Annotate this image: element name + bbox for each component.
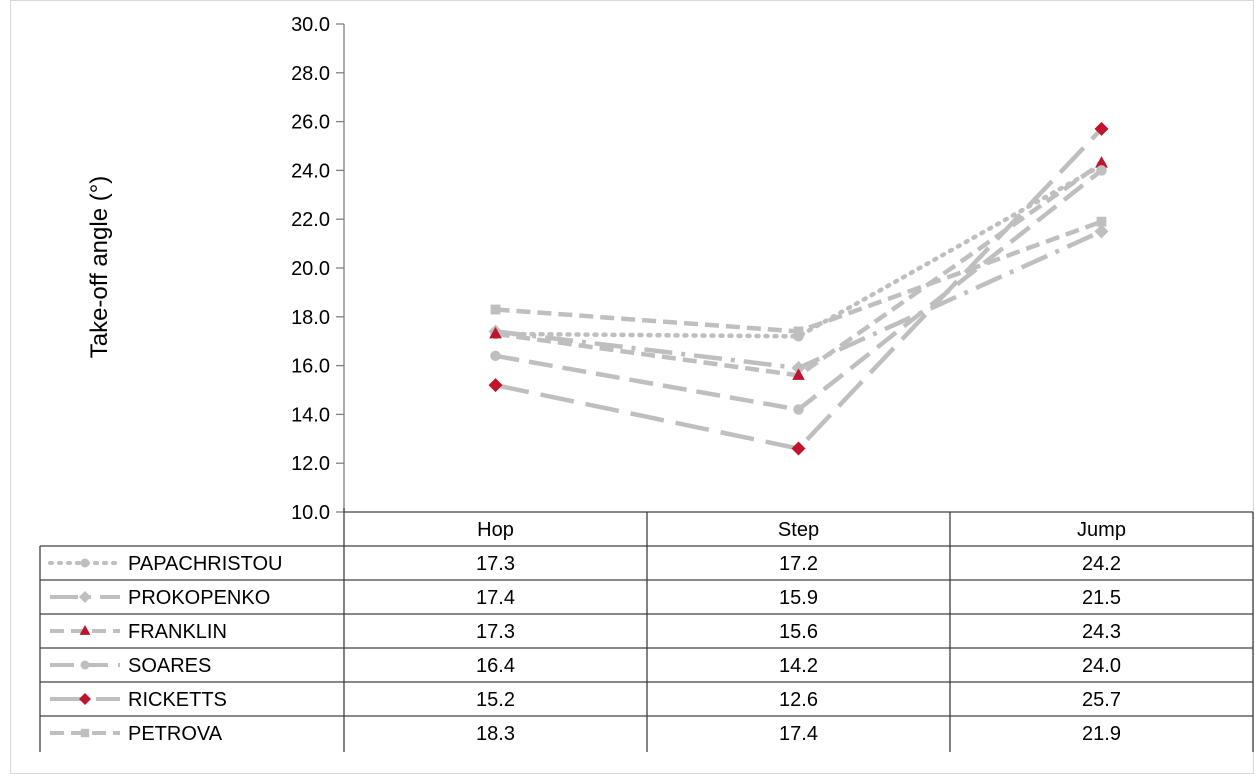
legend-marker bbox=[80, 660, 90, 670]
legend-key bbox=[48, 558, 122, 568]
series-name: SOARES bbox=[128, 655, 211, 677]
table-cell-value: 17.4 bbox=[476, 587, 515, 609]
table-cell-value: 24.3 bbox=[1082, 621, 1121, 643]
data-point bbox=[1096, 165, 1107, 176]
legend-key bbox=[50, 693, 120, 705]
y-tick-label: 26.0 bbox=[291, 112, 330, 134]
x-category-label: Hop bbox=[477, 519, 514, 541]
data-point bbox=[488, 378, 503, 393]
table-cell-value: 17.2 bbox=[779, 553, 818, 575]
data-point bbox=[1094, 121, 1109, 136]
series-prokopenko bbox=[488, 224, 1109, 376]
legend-key bbox=[50, 625, 120, 635]
y-tick-label: 28.0 bbox=[291, 63, 330, 85]
series-ricketts bbox=[488, 121, 1109, 456]
data-point bbox=[791, 441, 806, 456]
data-point bbox=[793, 404, 804, 415]
y-tick-label: 18.0 bbox=[291, 307, 330, 329]
data-point bbox=[490, 350, 501, 362]
legend-marker bbox=[80, 728, 90, 738]
y-axis: 10.0 12.0 14.0 16.0 18.0 20.0 22.0 24.0 26.0 28.0… bbox=[291, 14, 345, 524]
series-line bbox=[495, 127, 1104, 452]
series-line bbox=[495, 219, 1103, 334]
table-cell-value: 17.3 bbox=[476, 553, 515, 575]
data-point bbox=[1094, 224, 1109, 239]
table-cell-value: 15.2 bbox=[476, 689, 515, 711]
series-petrova bbox=[490, 216, 1107, 337]
series-franklin bbox=[489, 156, 1108, 380]
data-point bbox=[1095, 156, 1108, 168]
table-cell-value: 15.9 bbox=[779, 587, 818, 609]
table-cell-value: 12.6 bbox=[779, 689, 818, 711]
series-line bbox=[493, 163, 1104, 339]
legend-key bbox=[50, 591, 120, 603]
table-cell-value: 17.4 bbox=[779, 723, 818, 745]
series-line bbox=[495, 161, 1103, 378]
legend-marker bbox=[80, 558, 90, 568]
data-point bbox=[792, 368, 805, 380]
data-point bbox=[793, 326, 804, 337]
series-name: PAPACHRISTOU bbox=[128, 553, 282, 575]
table-cell-value: 21.9 bbox=[1082, 723, 1121, 745]
y-tick-label: 10.0 bbox=[291, 502, 330, 524]
table-cell-value: 24.0 bbox=[1082, 655, 1121, 677]
y-tick-label: 30.0 bbox=[291, 14, 330, 36]
y-tick-label: 16.0 bbox=[291, 356, 330, 378]
table-cell-value: 15.6 bbox=[779, 621, 818, 643]
table-cell-value: 14.2 bbox=[779, 655, 818, 677]
y-tick-label: 24.0 bbox=[291, 160, 330, 182]
x-category-label: Step bbox=[778, 519, 819, 541]
legend-key bbox=[50, 660, 120, 670]
table-cell-value: 17.3 bbox=[476, 621, 515, 643]
table-cell-value: 24.2 bbox=[1082, 553, 1121, 575]
legend-marker bbox=[79, 625, 91, 635]
series-name: RICKETTS bbox=[128, 689, 227, 711]
x-category-label: Jump bbox=[1077, 519, 1126, 541]
data-point bbox=[489, 326, 502, 339]
y-tick-label: 14.0 bbox=[291, 404, 330, 426]
legend-key bbox=[50, 728, 120, 738]
series-name: PETROVA bbox=[128, 723, 223, 745]
series-soares bbox=[490, 165, 1107, 415]
table-cell-value: 21.5 bbox=[1082, 587, 1121, 609]
y-tick-label: 22.0 bbox=[291, 209, 330, 231]
series-layer bbox=[488, 121, 1109, 456]
legend-marker bbox=[79, 591, 91, 603]
data-point bbox=[1096, 216, 1107, 227]
y-tick-label: 20.0 bbox=[291, 258, 330, 280]
series-name: PROKOPENKO bbox=[128, 587, 270, 609]
data-point bbox=[791, 361, 806, 376]
legend-marker bbox=[79, 693, 91, 705]
table-cell-value: 18.3 bbox=[476, 723, 515, 745]
data-table: Hop Step Jump PAPACHRISTOU 17.3 17.2 24.2 PROKO… bbox=[39, 508, 1254, 752]
series-name: FRANKLIN bbox=[128, 621, 227, 643]
table-cell-value: 16.4 bbox=[476, 655, 515, 677]
y-axis-label: Take-off angle (°) bbox=[86, 176, 113, 359]
y-tick-label: 12.0 bbox=[291, 453, 330, 475]
data-point bbox=[490, 304, 501, 315]
table-cell-value: 25.7 bbox=[1082, 689, 1121, 711]
